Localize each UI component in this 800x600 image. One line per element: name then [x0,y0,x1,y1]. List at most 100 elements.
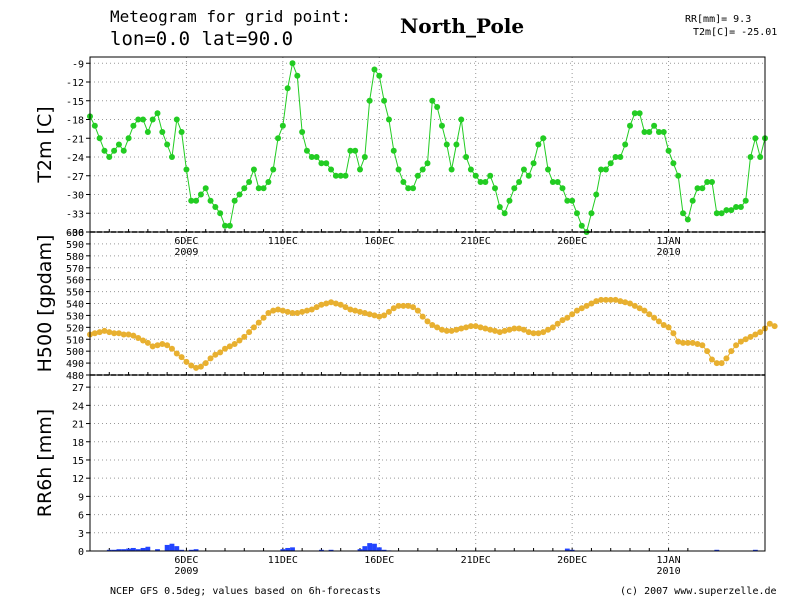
rr-bar [174,546,180,551]
h500-point [511,325,518,332]
h500-point [448,327,455,334]
t2m-point [357,166,363,173]
h500-point [559,317,566,324]
t2m-point [385,116,392,123]
t2m-point [212,204,219,210]
h500-point [718,360,725,367]
t2m-point [675,172,682,179]
h500-point [598,296,605,303]
title-line-2: lon=0.0 lat=90.0 [110,28,293,50]
h500-point [414,307,421,314]
h500-point [530,330,537,337]
h500-point [646,311,653,318]
h500-point [125,331,132,338]
x-tick-label: 16DEC [364,236,394,247]
rr-bar [179,549,185,551]
h500-point [458,325,465,332]
h500-point [487,326,494,333]
t2m-point [448,166,455,173]
t2m-point [395,166,402,173]
t2m-point [361,154,368,160]
t2m-point [708,179,715,185]
t2m-point [279,122,286,129]
y-tick-label: -36 [66,228,84,239]
t2m-point [554,179,561,185]
y-tick-label: 9 [78,492,84,503]
h500-point [130,332,137,339]
t2m-point [757,154,764,160]
t2m-point [236,191,243,198]
t2m-point [207,197,214,204]
h500-point [183,358,190,365]
h500-point [159,341,166,348]
h500-point [525,329,532,336]
t2m-point [250,166,257,173]
h500-point [443,327,450,334]
h500-point [496,329,503,336]
t2m-point [438,122,445,129]
h500-point [723,355,730,362]
x-tick-label: 26DEC [557,555,587,566]
h500-point [111,330,118,337]
panel-1: -9 -12 -15 -18 -21 -24 -27 -30 -33 -36 T2m [C] [34,56,768,239]
h500-point [202,360,209,367]
h500-point [308,306,315,313]
t2m-point [742,197,749,204]
h500-point [178,354,185,361]
t2m-point [342,172,349,179]
place-name: North_Pole [400,14,524,38]
t2m-point [684,216,691,223]
t2m-point [501,210,508,217]
t2m-point [371,66,378,73]
rr-bar [357,549,363,551]
t2m-point [419,166,426,173]
h500-point [554,320,561,327]
t2m-point [313,154,320,160]
rr-bar [169,543,175,551]
rr-bar [155,549,160,551]
t2m-point [535,141,542,148]
t2m-point [120,147,127,154]
t2m-point [636,110,643,117]
y-tick-label: 540 [66,300,84,311]
rr-bar [372,543,377,551]
t2m-point [164,141,171,148]
h500-point [337,301,344,308]
h500-point [564,314,571,321]
rr-bar [714,549,720,551]
h500-point [197,363,204,370]
h500-point [352,307,359,314]
h500-point [438,326,445,333]
t2m-point [265,179,272,185]
rr-bar [280,549,286,551]
h500-point [299,308,306,315]
t2m-point [472,172,479,179]
h500-point [91,330,98,337]
t2m-point [660,129,667,135]
h500-point [260,314,267,321]
h500-point [766,320,773,327]
h500-point [622,299,629,306]
y-tick-label: 590 [66,240,84,251]
t2m-point [651,122,658,129]
t2m-point [294,72,301,79]
t2m-point [197,191,204,198]
x-tick-label: 11DEC [268,236,298,247]
h500-point [347,306,354,313]
x-tick-label: 16DEC [364,555,394,566]
t2m-point [135,116,142,123]
h500-point [665,324,672,331]
y-tick-label: -9 [72,59,84,70]
h500-point [578,305,585,312]
rr-bar [106,549,112,551]
t2m-point [241,185,248,192]
t2m-point [178,129,185,135]
t2m-point [159,129,166,135]
t2m-point [231,197,238,204]
h500-point [361,310,368,317]
t2m-point [188,197,195,204]
h500-point [275,306,282,313]
rr-bar [111,549,117,551]
t2m-point [598,166,605,173]
t2m-point [627,122,633,129]
